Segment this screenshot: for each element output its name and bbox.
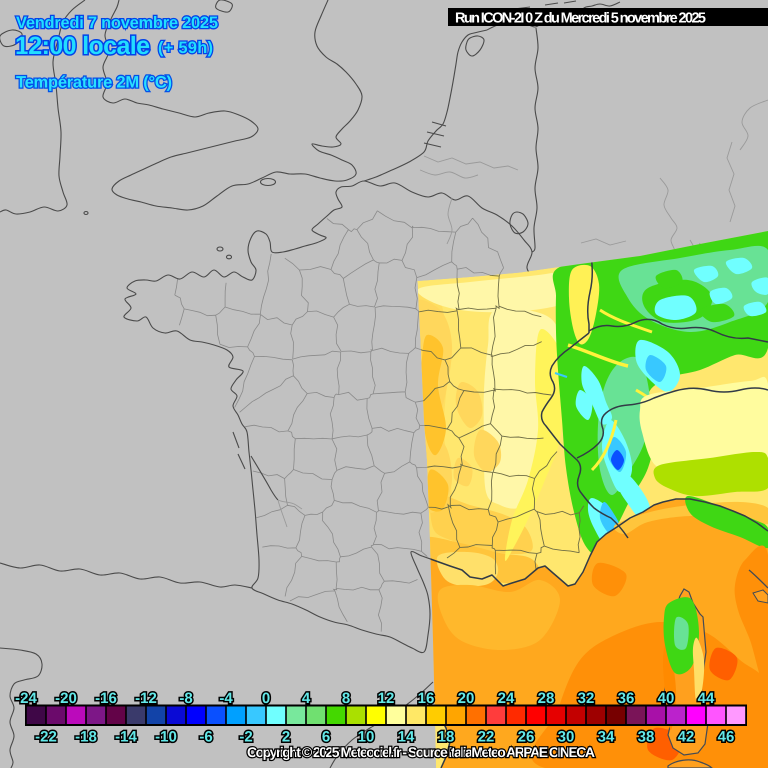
svg-text:12: 12: [378, 690, 395, 707]
svg-text:4: 4: [302, 690, 311, 707]
svg-text:-14: -14: [115, 729, 137, 746]
svg-text:38: 38: [638, 729, 655, 746]
svg-text:44: 44: [698, 690, 715, 707]
svg-text:10: 10: [358, 729, 375, 746]
svg-text:28: 28: [538, 690, 555, 707]
svg-text:-22: -22: [35, 729, 57, 746]
svg-text:20: 20: [458, 690, 475, 707]
svg-text:Run ICON-2I 0 Z du Mercredi 5: Run ICON-2I 0 Z du Mercredi 5 novembre 2…: [455, 11, 706, 27]
svg-text:2: 2: [282, 729, 290, 746]
svg-text:12:00 locale: 12:00 locale: [15, 32, 150, 60]
svg-text:14: 14: [398, 729, 415, 746]
svg-text:46: 46: [718, 729, 735, 746]
svg-text:42: 42: [678, 729, 695, 746]
svg-text:34: 34: [598, 729, 615, 746]
svg-text:36: 36: [618, 690, 635, 707]
svg-text:Copyright © 2025 Meteociel.fr: Copyright © 2025 Meteociel.fr - Source I…: [247, 744, 595, 760]
svg-text:26: 26: [518, 729, 535, 746]
svg-text:-20: -20: [55, 690, 77, 707]
svg-text:-16: -16: [95, 690, 117, 707]
svg-text:Vendredi 7 novembre 2025: Vendredi 7 novembre 2025: [16, 14, 218, 32]
svg-text:16: 16: [418, 690, 435, 707]
svg-text:8: 8: [342, 690, 350, 707]
svg-text:22: 22: [478, 729, 495, 746]
svg-text:-18: -18: [75, 729, 97, 746]
svg-text:(+ 59h): (+ 59h): [158, 39, 213, 57]
svg-text:30: 30: [558, 729, 575, 746]
svg-text:Température 2M (°C): Température 2M (°C): [16, 74, 172, 92]
svg-text:-4: -4: [219, 690, 233, 707]
svg-text:-6: -6: [199, 729, 212, 746]
svg-text:-2: -2: [239, 729, 252, 746]
svg-text:6: 6: [322, 729, 330, 746]
svg-text:-10: -10: [155, 729, 177, 746]
svg-text:-24: -24: [15, 690, 37, 707]
svg-text:40: 40: [658, 690, 675, 707]
svg-text:0: 0: [262, 690, 270, 707]
svg-text:-12: -12: [135, 690, 157, 707]
svg-text:24: 24: [498, 690, 515, 707]
svg-text:-8: -8: [179, 690, 192, 707]
svg-text:18: 18: [438, 729, 455, 746]
svg-text:32: 32: [578, 690, 595, 707]
